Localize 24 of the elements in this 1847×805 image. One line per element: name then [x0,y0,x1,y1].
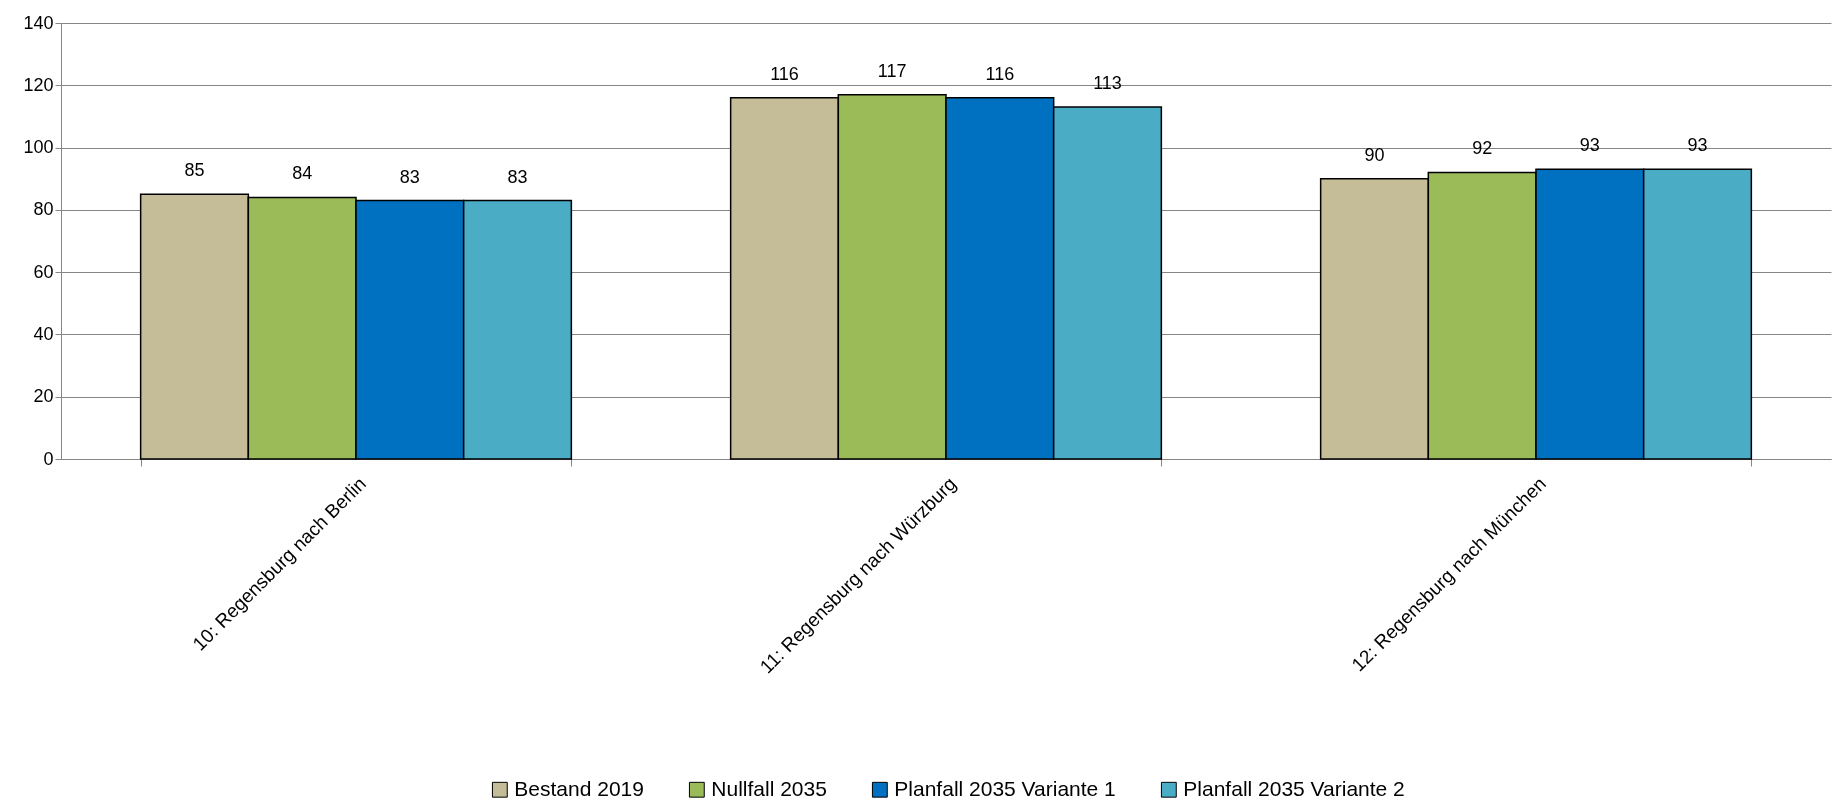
data-label: 84 [292,163,313,184]
data-label: 116 [985,63,1015,84]
data-label: 90 [1364,144,1385,165]
y-tick-label: 120 [23,74,54,95]
y-tick-label: 100 [23,137,54,158]
y-tick-label: 20 [33,386,54,407]
y-tick-label: 0 [43,448,54,469]
legend-label: Planfall 2035 Variante 2 [1183,776,1405,800]
data-label: 113 [1093,73,1122,94]
data-label: 93 [1687,135,1708,156]
data-label: 83 [507,166,528,187]
y-tick-label: 140 [23,12,54,33]
y-tick-label: 60 [33,261,54,282]
y-tick-label: 40 [33,323,54,344]
legend-label: Nullfall 2035 [711,776,827,800]
data-label: 93 [1579,135,1600,156]
data-label: 116 [770,63,799,84]
y-tick-label: 80 [33,199,54,220]
legend-label: Planfall 2035 Variante 1 [894,776,1116,800]
data-label: 85 [184,160,205,181]
data-label: 83 [399,166,420,187]
legend-label: Bestand 2019 [514,776,644,800]
data-label: 92 [1472,138,1493,159]
data-label: 117 [877,60,907,81]
